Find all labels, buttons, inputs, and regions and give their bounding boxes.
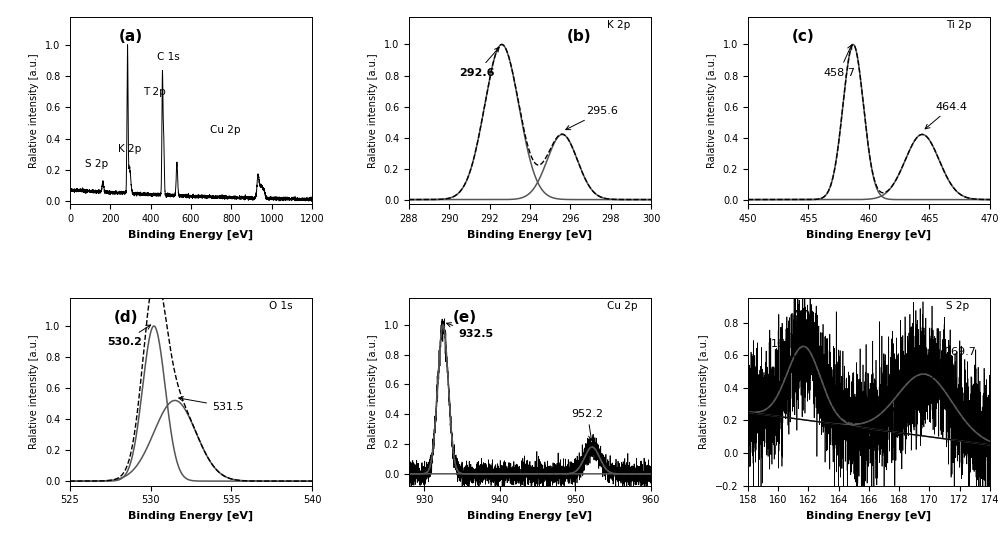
- Y-axis label: Ralative intensity [a.u.]: Ralative intensity [a.u.]: [29, 53, 39, 168]
- X-axis label: Binding Energy [eV]: Binding Energy [eV]: [467, 230, 593, 240]
- Text: 292.6: 292.6: [459, 47, 499, 77]
- X-axis label: Binding Energy [eV]: Binding Energy [eV]: [806, 230, 932, 240]
- Text: 932.5: 932.5: [447, 323, 493, 339]
- Text: S 2p: S 2p: [85, 159, 108, 169]
- Text: 952.2: 952.2: [572, 409, 604, 440]
- Text: K 2p: K 2p: [118, 144, 142, 153]
- X-axis label: Binding Energy [eV]: Binding Energy [eV]: [467, 511, 593, 521]
- Text: O 1s: O 1s: [269, 301, 292, 311]
- Text: (a): (a): [118, 29, 143, 44]
- X-axis label: Binding Energy [eV]: Binding Energy [eV]: [128, 230, 254, 240]
- Y-axis label: Ralative intensity [a.u.]: Ralative intensity [a.u.]: [29, 335, 39, 449]
- Y-axis label: Ralative intensity [a.u.]: Ralative intensity [a.u.]: [368, 53, 378, 168]
- Text: 530.2: 530.2: [107, 325, 151, 347]
- Text: S 2p: S 2p: [946, 301, 970, 311]
- Text: Cu 2p: Cu 2p: [210, 125, 241, 135]
- Text: 161.7: 161.7: [771, 339, 802, 368]
- Y-axis label: Ralative intensity [a.u.]: Ralative intensity [a.u.]: [707, 53, 717, 168]
- Text: 458.7: 458.7: [823, 45, 855, 77]
- Text: (f): (f): [791, 310, 812, 326]
- Text: C 1s: C 1s: [157, 52, 180, 62]
- Text: 464.4: 464.4: [925, 102, 968, 129]
- Y-axis label: Ralative intensity [a.u.]: Ralative intensity [a.u.]: [699, 335, 709, 449]
- Text: Cu 2p: Cu 2p: [607, 301, 638, 311]
- Text: 295.6: 295.6: [566, 107, 618, 130]
- Text: T 2p: T 2p: [143, 87, 165, 97]
- Text: K 2p: K 2p: [607, 20, 631, 30]
- Text: (d): (d): [114, 310, 138, 326]
- Y-axis label: Ralative intensity [a.u.]: Ralative intensity [a.u.]: [368, 335, 378, 449]
- Text: (e): (e): [453, 310, 477, 326]
- Text: 169.7: 169.7: [928, 347, 976, 382]
- Text: (c): (c): [791, 29, 814, 44]
- Text: (b): (b): [566, 29, 591, 44]
- Text: Ti 2p: Ti 2p: [946, 20, 972, 30]
- Text: 531.5: 531.5: [179, 397, 244, 412]
- X-axis label: Binding Energy [eV]: Binding Energy [eV]: [806, 511, 932, 521]
- X-axis label: Binding Energy [eV]: Binding Energy [eV]: [128, 511, 254, 521]
